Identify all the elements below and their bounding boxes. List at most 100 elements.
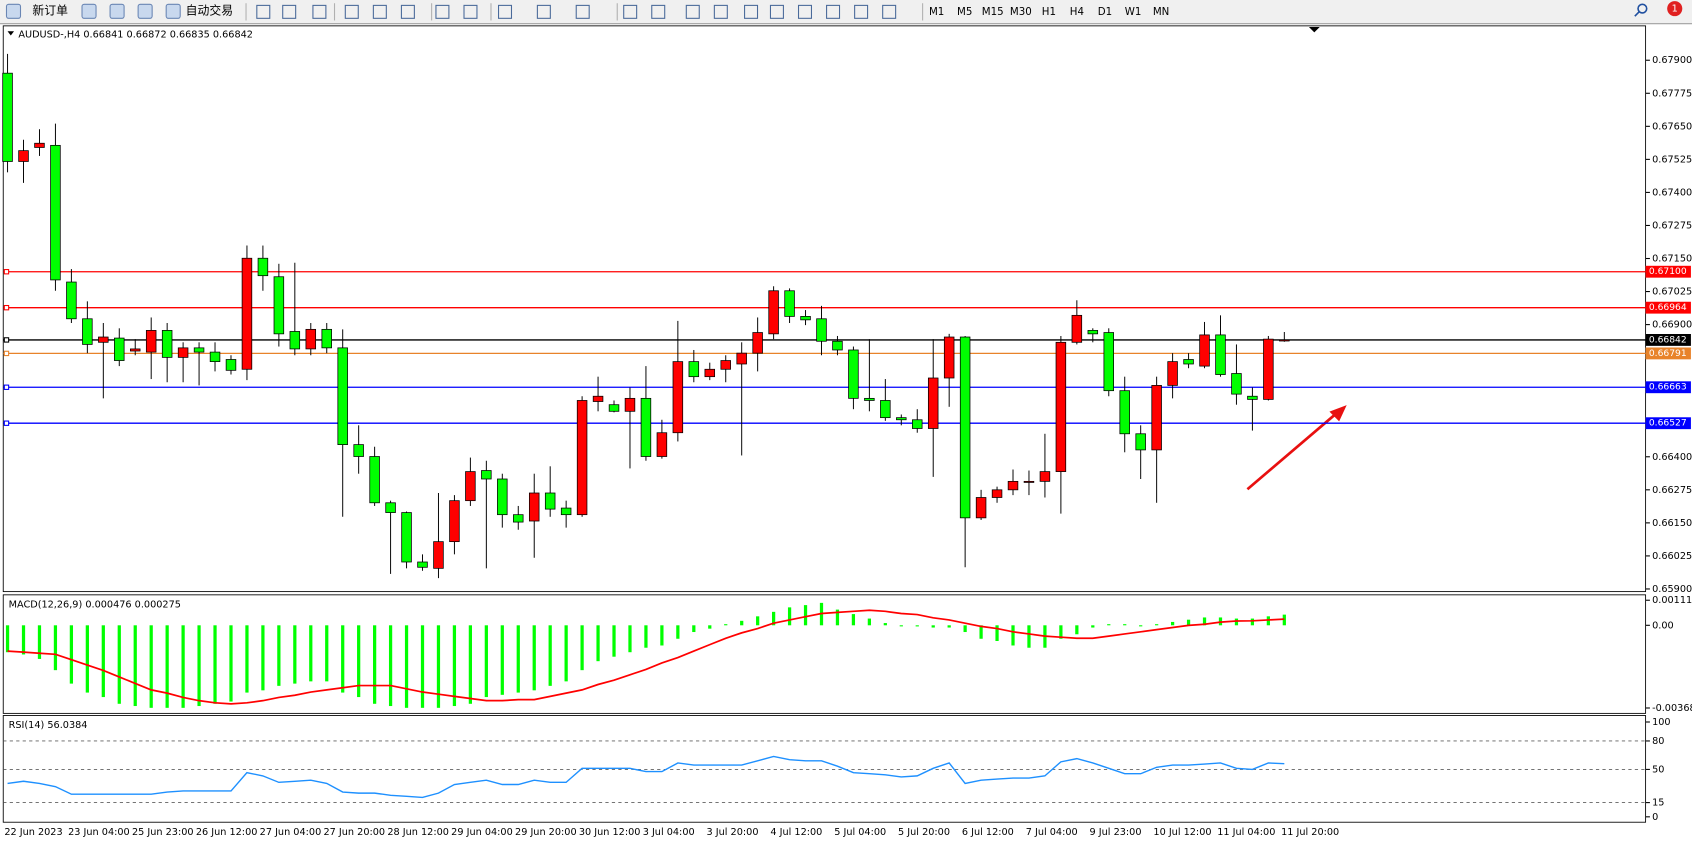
candle-body	[959, 336, 971, 519]
toolbar-icon[interactable]	[282, 4, 297, 19]
y-tick-label: 0.67650	[1652, 121, 1692, 132]
macd-bar	[867, 618, 871, 626]
candle-body	[273, 276, 285, 335]
candle-body	[1039, 471, 1051, 482]
timeframe-button[interactable]: W1	[1125, 6, 1142, 18]
macd-bar	[564, 625, 568, 682]
toolbar-icon[interactable]	[372, 4, 387, 19]
macd-bar	[899, 625, 903, 627]
toolbar-icon[interactable]	[463, 4, 478, 19]
macd-bar	[851, 614, 856, 626]
macd-bar	[708, 625, 712, 629]
candle-body	[449, 500, 460, 543]
toolbar-icon[interactable]	[109, 3, 125, 19]
candle-body	[321, 328, 332, 349]
auto-trading-button[interactable]: 自动交易	[186, 3, 233, 17]
candle-body	[433, 541, 444, 569]
candle-body	[608, 404, 620, 412]
macd-bar	[1155, 624, 1159, 626]
toolbar-icon[interactable]	[312, 4, 327, 19]
toolbar-icon[interactable]	[344, 4, 359, 19]
candle-body	[481, 470, 492, 480]
macd-bar	[468, 625, 473, 704]
candle-body	[1087, 330, 1099, 335]
y-tick-label: -0.003687	[1652, 703, 1692, 714]
level-marker	[3, 420, 10, 426]
candle-body	[1023, 480, 1035, 483]
candle-body	[1135, 433, 1146, 451]
x-tick-label: 27 Jun 20:00	[324, 827, 386, 838]
level-marker	[3, 337, 10, 343]
level-label: 0.67100	[1649, 266, 1687, 277]
toolbar-icon[interactable]	[137, 3, 153, 19]
macd-bar	[484, 625, 488, 698]
toolbar-icon[interactable]	[497, 4, 513, 19]
x-tick-label: 5 Jul 20:00	[898, 827, 950, 838]
macd-bar	[261, 625, 265, 691]
level-label: 0.66663	[1649, 382, 1687, 393]
timeframe-button[interactable]: M30	[1010, 6, 1032, 18]
toolbar-icon[interactable]	[81, 3, 97, 19]
toolbar-icon[interactable]	[826, 4, 841, 19]
toolbar-icon[interactable]	[651, 4, 666, 19]
macd-bar	[1234, 618, 1239, 626]
toolbar-icon[interactable]	[744, 4, 759, 19]
notification-badge[interactable]	[1667, 1, 1683, 17]
macd-bar	[580, 625, 584, 671]
candle-body	[1199, 334, 1210, 367]
toolbar-icon[interactable]	[400, 4, 415, 19]
shift-marker	[1308, 26, 1320, 33]
x-tick-label: 3 Jul 20:00	[707, 827, 759, 838]
candle-body	[66, 281, 77, 320]
new-order-button[interactable]: 新订单	[32, 3, 68, 17]
toolbar-icon[interactable]	[623, 4, 638, 19]
toolbar-icon[interactable]	[575, 4, 590, 19]
toolbar-icon[interactable]	[713, 4, 728, 19]
x-tick-label: 25 Jun 23:00	[132, 827, 194, 838]
candle-body	[114, 337, 125, 361]
toolbar-icon[interactable]	[256, 4, 271, 19]
toolbar-icon[interactable]	[797, 4, 813, 19]
search-icon[interactable]	[1637, 3, 1648, 14]
candle-body	[337, 347, 348, 445]
macd-bar	[915, 625, 919, 627]
macd-signal	[7, 609, 1285, 705]
x-tick-label: 23 Jun 04:00	[68, 827, 130, 838]
toolbar-icon[interactable]	[435, 4, 450, 19]
timeframe-button[interactable]: H4	[1070, 6, 1084, 18]
y-tick-label: 0.67275	[1652, 220, 1692, 231]
level-marker	[3, 269, 10, 275]
macd-bar	[548, 625, 552, 686]
toolbar-icon[interactable]	[536, 4, 551, 19]
candle-body	[369, 456, 380, 504]
x-tick-label: 22 Jun 2023	[4, 827, 62, 838]
macd-bar	[37, 625, 42, 659]
timeframe-button[interactable]: H1	[1042, 6, 1056, 18]
macd-bar	[388, 625, 393, 707]
rsi-frame	[2, 715, 1647, 823]
macd-bar	[771, 611, 776, 626]
toolbar-icon[interactable]	[685, 4, 700, 19]
level-label-box	[1645, 417, 1691, 430]
toolbar-icon[interactable]	[882, 4, 897, 19]
toolbar-icon[interactable]	[5, 3, 22, 19]
candle-body	[720, 360, 731, 370]
candle-body	[624, 397, 636, 412]
macd-bar	[612, 625, 616, 657]
candle-body	[800, 316, 811, 321]
notification-count: 1	[1672, 4, 1678, 15]
candle-body	[1231, 373, 1242, 395]
timeframe-button[interactable]: M5	[957, 6, 972, 18]
toolbar-icon[interactable]	[769, 4, 784, 19]
timeframe-button[interactable]: M1	[929, 6, 944, 18]
macd-bar	[931, 625, 935, 628]
toolbar-icon[interactable]	[854, 4, 869, 19]
timeframe-button[interactable]: MN	[1153, 6, 1170, 18]
timeframe-button[interactable]: D1	[1098, 6, 1112, 18]
x-tick-label: 10 Jul 12:00	[1153, 827, 1211, 838]
y-tick-label: 50	[1652, 764, 1664, 775]
candle-body	[784, 290, 795, 317]
toolbar-icon[interactable]	[165, 3, 181, 19]
timeframe-button[interactable]: M15	[982, 6, 1004, 18]
